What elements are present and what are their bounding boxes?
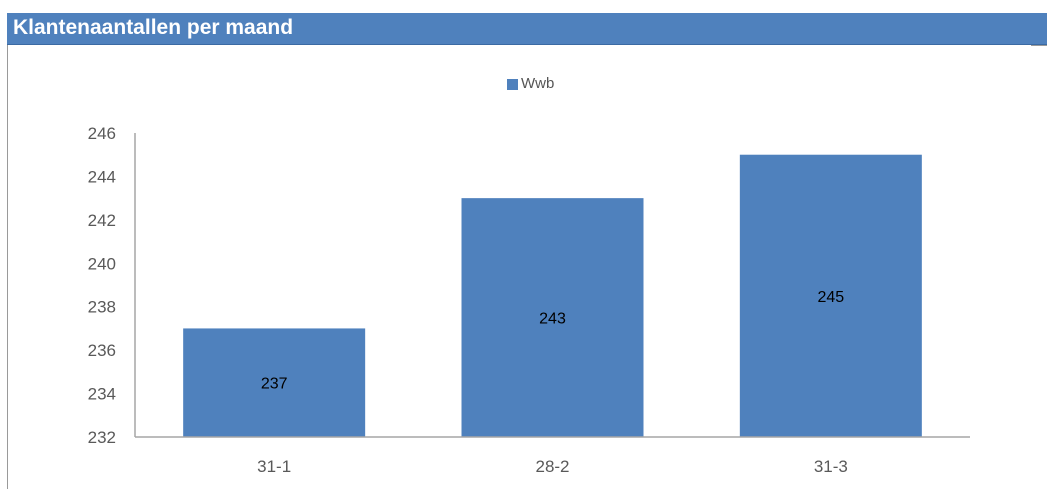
data-label: 237 xyxy=(261,376,288,393)
y-tick-label: 238 xyxy=(88,298,116,317)
y-tick-label: 240 xyxy=(88,254,116,273)
y-tick-label: 246 xyxy=(88,124,116,143)
title-bar: Klantenaantallen per maand xyxy=(7,13,1047,45)
data-label: 245 xyxy=(817,289,844,306)
bar xyxy=(739,154,922,437)
x-tick-label: 31-3 xyxy=(814,457,848,476)
frame-right-border xyxy=(1031,45,1047,46)
y-tick-label: 242 xyxy=(88,211,116,230)
frame-left-border xyxy=(7,45,8,489)
bar xyxy=(461,198,644,437)
y-tick-label: 244 xyxy=(88,167,116,186)
y-tick-label: 232 xyxy=(88,428,116,447)
chart-title: Klantenaantallen per maand xyxy=(13,16,294,39)
x-tick-label: 31-1 xyxy=(257,457,291,476)
y-tick-label: 236 xyxy=(88,341,116,360)
legend-label: Wwb xyxy=(521,75,555,92)
bar xyxy=(183,328,366,437)
x-tick-label: 28-2 xyxy=(535,457,569,476)
y-tick-label: 234 xyxy=(88,385,116,404)
legend: Wwb xyxy=(507,74,554,94)
legend-swatch xyxy=(507,78,518,90)
data-label: 243 xyxy=(539,311,566,328)
